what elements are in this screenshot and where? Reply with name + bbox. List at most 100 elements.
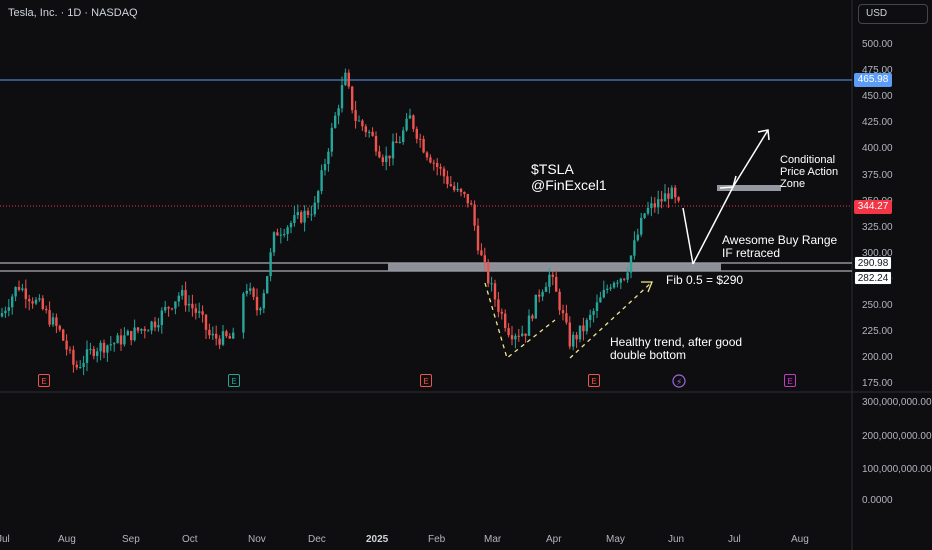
candle-body [123,335,126,345]
candle-body [286,227,289,235]
candle-body [470,203,473,205]
candle-body [436,162,439,167]
candle-body [279,234,282,236]
earnings-marker[interactable]: E [420,374,432,387]
candle-body [283,234,286,236]
candle-body [626,272,629,280]
candle-body [174,301,177,309]
time-tick-label: Nov [248,534,266,545]
candle-body [119,335,123,345]
candle-body [160,310,163,326]
time-tick-label: Apr [546,534,562,545]
candle-body [242,293,245,333]
fib-annotation[interactable]: Fib 0.5 = $290 [666,273,744,287]
candle-body [116,335,119,344]
buy-range-annotation[interactable]: Awesome Buy Range IF retraced [722,233,838,260]
candle-body [191,303,194,309]
candle-body [636,234,639,241]
candle-body [412,115,415,129]
candle-body [259,308,262,311]
handle-annotation[interactable]: $TSLA @FinExcel1 [531,161,607,193]
candle-body [276,232,279,236]
time-tick-label: Jun [668,534,685,545]
candle-body [473,204,476,226]
earnings-marker[interactable]: E [784,374,796,387]
event-marker-circle [672,374,686,388]
candle-body [623,278,626,280]
candle-body [538,294,541,297]
candle-body [252,288,255,297]
candle-body [429,157,432,163]
candle-body [153,321,157,328]
candles-group [0,68,680,376]
candle-body [92,348,95,356]
candle-body [677,197,680,201]
healthy-trend-annotation[interactable]: Healthy trend, after good double bottom [610,335,743,362]
candle-body [130,331,133,341]
candle-body [317,191,320,203]
earnings-marker[interactable]: E [228,374,240,387]
candle-body [578,325,582,340]
candle-body [446,176,449,185]
candle-body [476,225,480,251]
candle-body [211,333,214,336]
candle-body [551,274,554,277]
candle-body [14,286,17,297]
candle-body [575,334,578,340]
candle-body [184,290,187,306]
price-tick-label: 225.00 [862,326,893,338]
candle-body [565,313,568,323]
volume-tick-label: 200,000,000.00 [862,431,932,442]
candle-body [378,151,381,158]
candle-body [599,297,602,303]
candle-body [466,193,469,204]
price-tick-label: 450.00 [862,91,893,103]
candle-body [218,338,221,345]
candle-body [357,120,361,122]
candle-body [201,311,204,315]
candle-body [55,317,58,326]
volume-tick-label: 0.0000 [862,495,893,506]
candle-body [245,290,248,294]
candle-body [140,328,143,331]
currency-selector[interactable]: USD [858,4,928,24]
candle-body [266,276,269,294]
candle-body [361,120,364,127]
candle-body [534,294,537,319]
candle-body [48,310,51,325]
candle-body [272,232,276,253]
candle-body [500,311,503,314]
candle-body [106,345,109,353]
candle-body [385,155,388,163]
lightning-icon: ⚡ [676,378,682,388]
candle-body [595,302,599,312]
symbol-title[interactable]: Tesla, Inc. · 1D · NASDAQ [8,7,138,19]
candle-body [402,130,405,143]
conditional-zone-annotation[interactable]: Conditional Price Action Zone [780,154,839,190]
candle-body [296,212,299,216]
candle-body [337,108,340,116]
volume-tick-label: 300,000,000.00 [862,397,932,408]
candle-body [204,314,208,330]
candle-body [167,306,170,309]
candle-body [79,367,82,369]
candle-body [306,210,310,215]
projection-continue-line [732,129,769,188]
time-tick-label: Aug [58,534,76,545]
candle-body [612,282,616,288]
candle-body [102,342,106,353]
candle-body [616,282,619,284]
earnings-marker[interactable]: E [588,374,600,387]
price-tick-label: 250.00 [862,300,893,311]
candle-body [619,278,622,283]
price-tick-label: 475.00 [862,65,893,77]
earnings-marker[interactable]: E [38,374,50,387]
candle-body [157,325,160,328]
candle-body [313,202,316,215]
candle-body [374,135,378,152]
candle-body [592,311,595,315]
candle-body [415,128,418,139]
time-tick-label: Oct [182,534,198,545]
candle-body [170,308,174,310]
